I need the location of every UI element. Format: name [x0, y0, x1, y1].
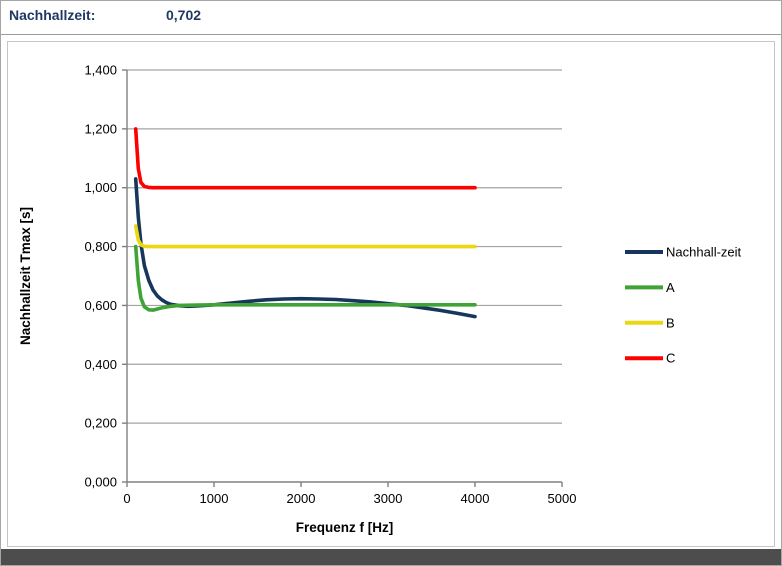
x-tick-label: 5000	[548, 491, 577, 506]
bottom-bar	[1, 549, 781, 565]
y-tick-label: 0,600	[84, 298, 117, 313]
y-tick-label: 0,200	[84, 416, 117, 431]
y-tick-label: 1,000	[84, 180, 117, 195]
reverberation-line-chart: 0,000 0,200 0,400 0,600 0,800 1,000 1,200 1,400…	[18, 63, 742, 536]
x-tick-label: 4000	[461, 491, 490, 506]
legend-label-A: A	[666, 280, 675, 295]
result-value: 0,702	[166, 7, 202, 23]
y-tick-label: 1,200	[84, 121, 117, 136]
x-tick-label: 0	[123, 491, 130, 506]
result-label: Nachhallzeit:	[9, 7, 96, 23]
x-axis-title: Frequenz f [Hz]	[296, 520, 394, 535]
series-line-A	[133, 244, 477, 312]
y-tick-label: 1,400	[84, 63, 117, 78]
chart-area[interactable]: 0,000 0,200 0,400 0,600 0,800 1,000 1,200 1,400…	[7, 41, 775, 547]
series-line-C	[133, 127, 477, 190]
result-row: Nachhallzeit: 0,702	[1, 1, 781, 35]
legend-label-Nachhall-zeit: Nachhall-zeit	[666, 245, 742, 260]
series-line-B	[133, 224, 477, 249]
x-tick-label: 3000	[374, 491, 403, 506]
y-tick-label: 0,800	[84, 239, 117, 254]
y-tick-label: 0,400	[84, 357, 117, 372]
x-tick-label: 2000	[287, 491, 316, 506]
legend-label-B: B	[666, 315, 675, 330]
y-axis-title: Nachhallzeit Tmax [s]	[18, 207, 33, 345]
legend-label-C: C	[666, 351, 675, 366]
x-tick-label: 1000	[200, 491, 229, 506]
y-tick-label: 0,000	[84, 475, 117, 490]
